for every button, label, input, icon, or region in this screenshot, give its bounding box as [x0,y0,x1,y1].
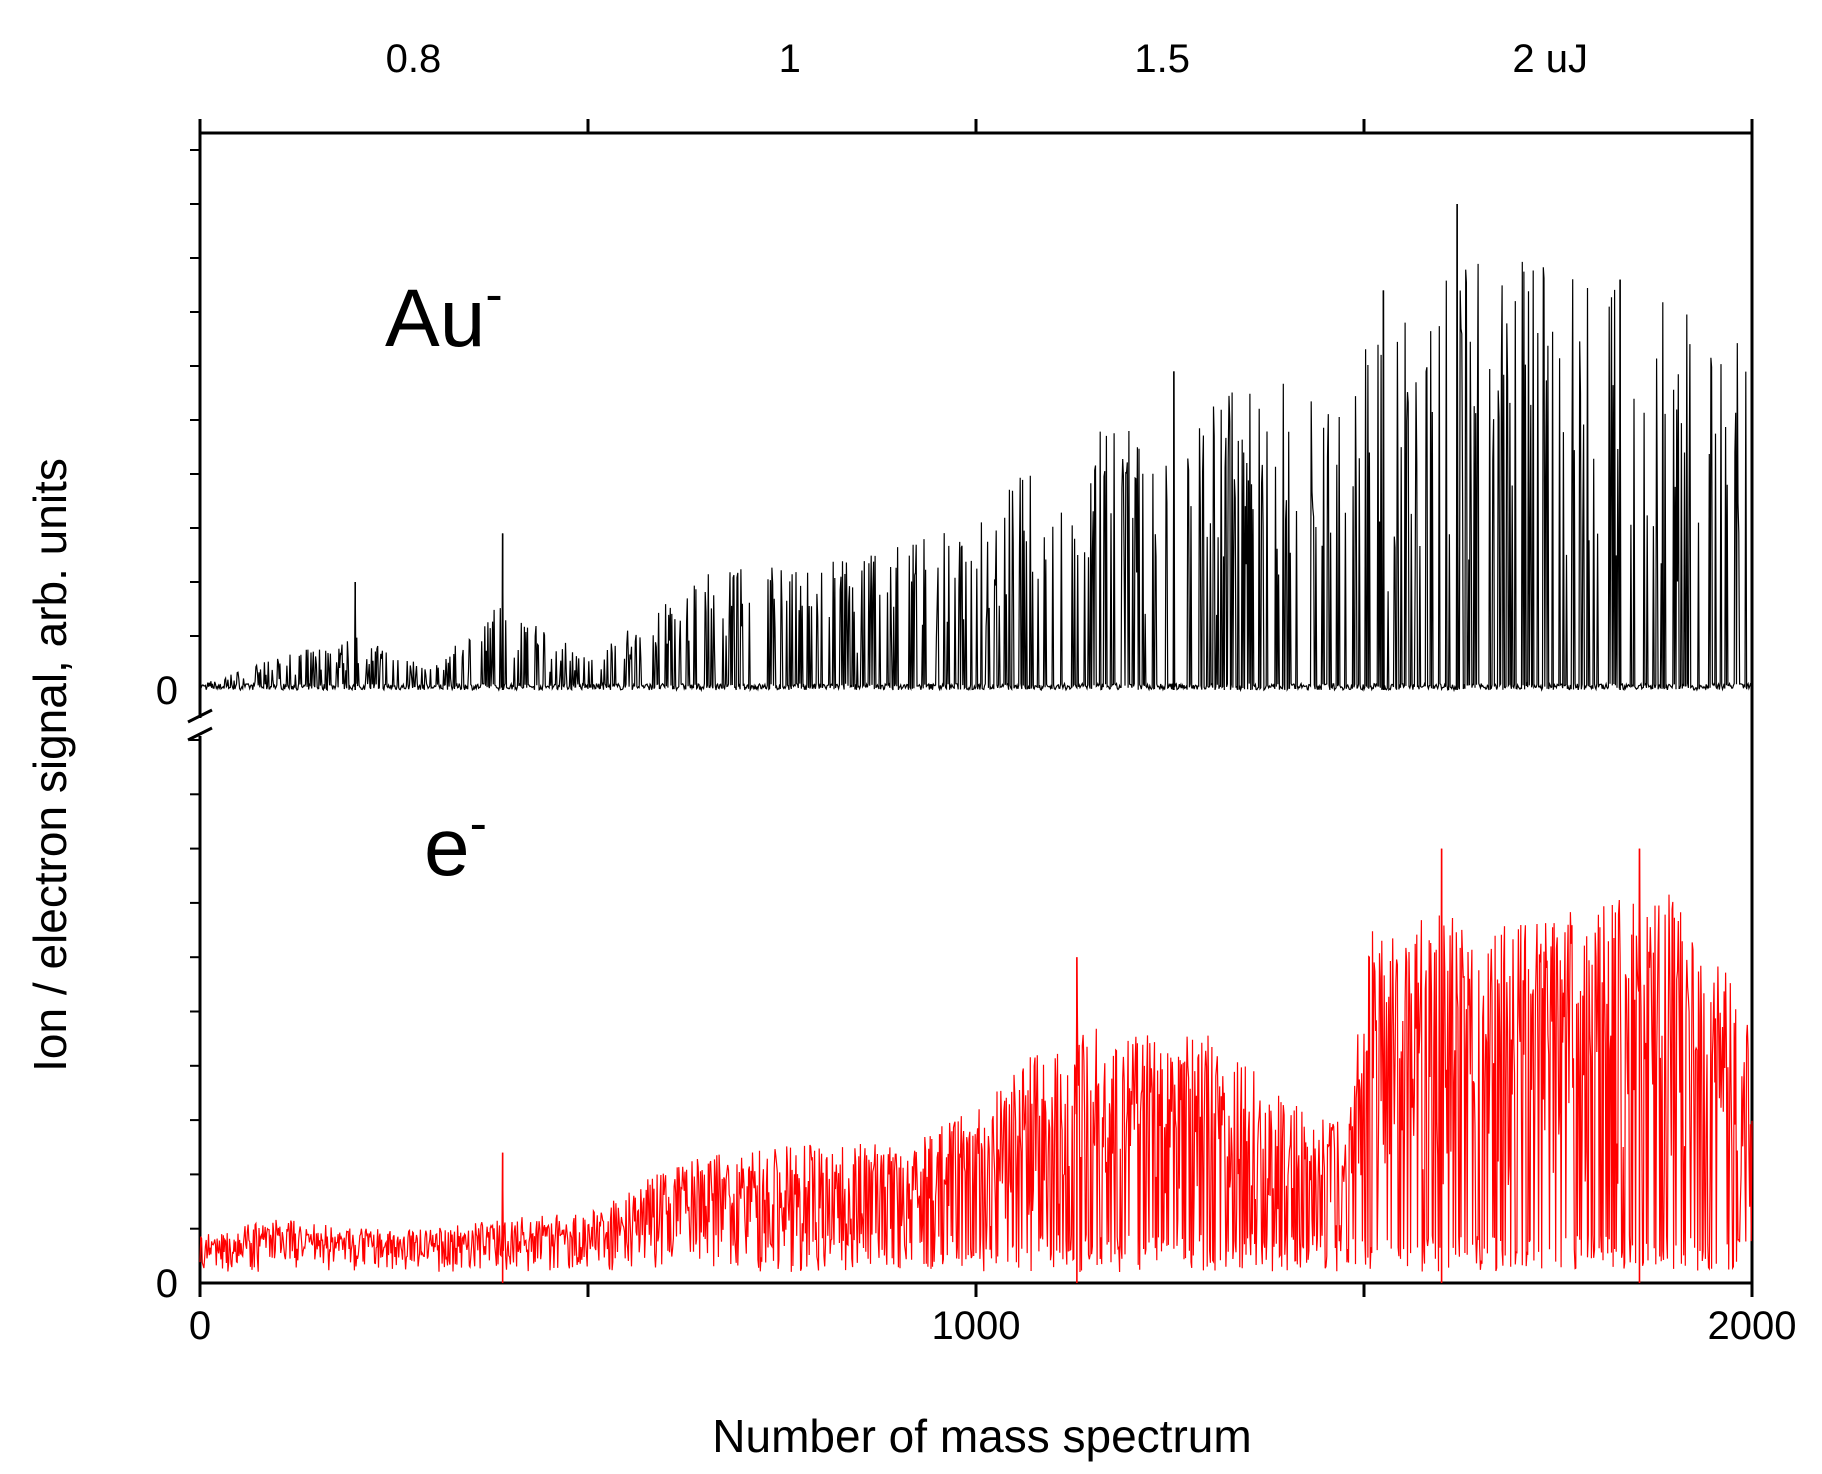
series-layer [199,203,1753,1283]
zero-label-electron: 0 [156,1262,178,1306]
x-axis-title: Number of mass spectrum [712,1410,1251,1462]
axis-break-mark [187,708,213,724]
electron-panel-label: e- [424,795,487,893]
top-axis-label-1: 1 [779,37,801,81]
au-panel-label: Au- [385,266,503,364]
electron-label-main: e [424,802,470,893]
series-trace-au [199,203,1753,693]
top-axis-label-0: 0.8 [386,37,442,81]
x-tick-label-1000: 1000 [932,1304,1021,1348]
x-tick-label-0: 0 [189,1304,211,1348]
au-label-main: Au [385,273,485,364]
top-axis-label-3: 2 uJ [1512,37,1588,81]
zero-label-au: 0 [156,669,178,713]
axis-break-mark [187,726,213,742]
y-axis-title: Ion / electron signal, arb. units [24,458,76,1072]
au-label-sup: - [485,266,502,324]
series-trace-electron [199,848,1753,1273]
x-tick-label-2000: 2000 [1708,1304,1797,1348]
top-axis-label-2: 1.5 [1134,37,1190,81]
electron-label-sup: - [470,795,487,853]
